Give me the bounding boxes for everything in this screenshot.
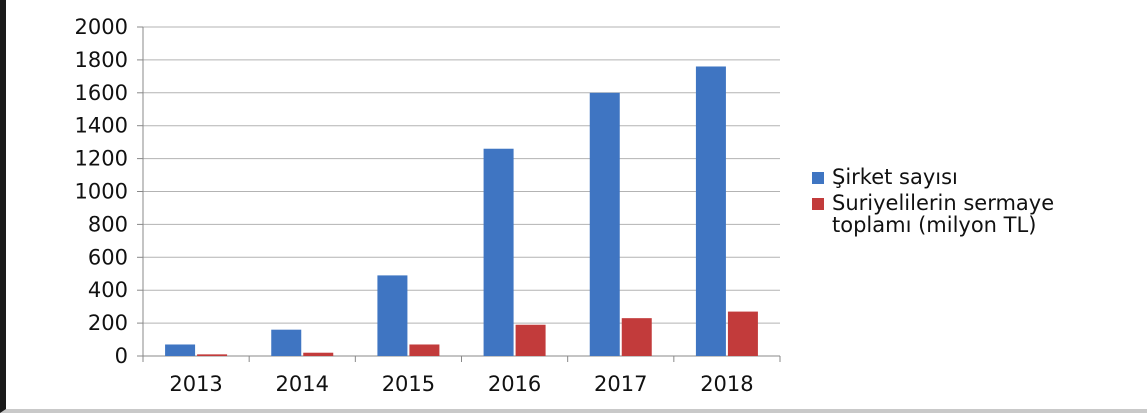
legend-item-sirket-sayisi: Şirket sayısı	[812, 166, 1147, 188]
bar-sermaye-toplami-2017	[621, 318, 652, 356]
bars	[165, 66, 758, 357]
bar-sirket-sayisi-2014	[271, 329, 302, 356]
y-tick-label-1200: 1200	[75, 147, 128, 171]
x-tick-label-2016: 2016	[488, 372, 541, 396]
y-tick-label-200: 200	[88, 311, 128, 335]
x-tick-labels: 2013 2014 2015 2016 2017 2018	[169, 372, 753, 396]
y-tick-label-400: 400	[88, 278, 128, 302]
bar-sirket-sayisi-2015	[377, 275, 408, 356]
bar-sermaye-toplami-2018	[727, 311, 758, 356]
legend-item-sermaye-toplami: Suriyelilerin sermaye toplamı (milyon TL…	[812, 192, 1147, 236]
y-tick-labels: 0 200 400 600 800 1000 1200 1400 1600 1800 2000	[75, 15, 128, 368]
y-tick-label-2000: 2000	[75, 15, 128, 39]
y-tick-label-0: 0	[115, 344, 128, 368]
y-tick-label-1800: 1800	[75, 48, 128, 72]
y-tick-label-1400: 1400	[75, 114, 128, 138]
bar-sermaye-toplami-2013	[197, 354, 228, 356]
y-tick-label-800: 800	[88, 212, 128, 236]
bar-sermaye-toplami-2015	[409, 344, 440, 356]
x-tick-label-2018: 2018	[700, 372, 753, 396]
bar-sermaye-toplami-2014	[303, 352, 334, 356]
axes	[137, 26, 781, 362]
y-tick-label-1600: 1600	[75, 81, 128, 105]
bar-chart: 0 200 400 600 800 1000 1200 1400 1600 1800 2000 20…	[75, 15, 781, 396]
x-tick-label-2015: 2015	[382, 372, 435, 396]
legend-swatch-red	[812, 198, 824, 210]
gridlines	[143, 26, 780, 324]
legend: Şirket sayısı Suriyelilerin sermaye topl…	[812, 166, 1147, 240]
x-tick-label-2013: 2013	[169, 372, 222, 396]
bar-sirket-sayisi-2018	[695, 66, 726, 356]
bar-sirket-sayisi-2017	[589, 92, 620, 357]
x-tick-label-2014: 2014	[276, 372, 329, 396]
bar-sermaye-toplami-2016	[515, 324, 546, 356]
bar-sirket-sayisi-2016	[483, 148, 514, 356]
bar-sirket-sayisi-2013	[165, 344, 196, 356]
y-tick-label-600: 600	[88, 245, 128, 269]
legend-swatch-blue	[812, 172, 824, 184]
x-tick-label-2017: 2017	[594, 372, 647, 396]
y-tick-label-1000: 1000	[75, 180, 128, 204]
legend-label-sirket-sayisi: Şirket sayısı	[832, 166, 958, 189]
legend-label-sermaye-toplami: Suriyelilerin sermaye toplamı (milyon TL…	[832, 191, 1055, 237]
